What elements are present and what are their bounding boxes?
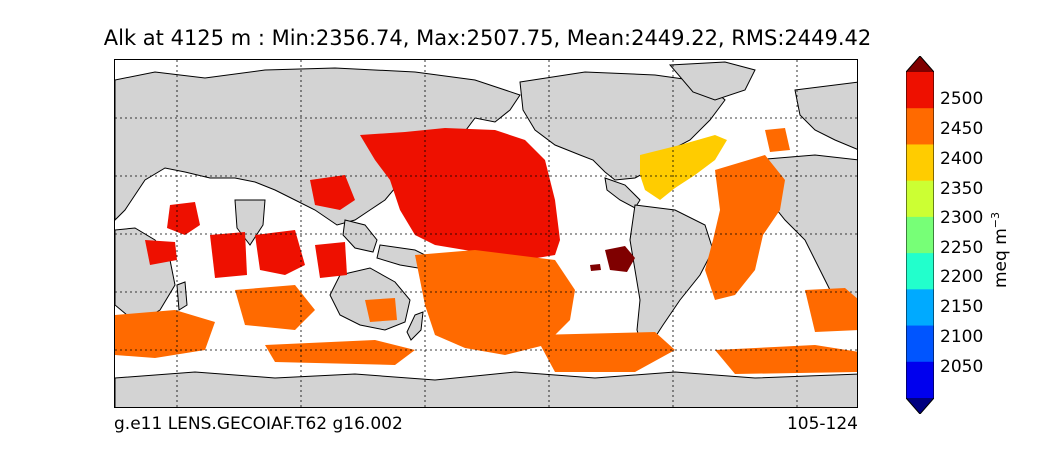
colorbar-tick: 2300	[940, 208, 984, 228]
years-label: 105-124	[786, 414, 858, 434]
colorbar-band	[906, 361, 934, 399]
colorbar-band	[906, 253, 934, 290]
colorbar-band	[906, 180, 934, 218]
colorbar-tick: 2050	[940, 357, 984, 377]
colorbar-tick: 2200	[940, 267, 984, 287]
colorbar-band	[906, 289, 934, 327]
colorbar-band	[906, 72, 934, 109]
colorbar-band	[906, 56, 934, 72]
colorbar-band	[906, 108, 934, 145]
colorbar-band	[906, 325, 934, 363]
map-gridlines	[115, 60, 857, 407]
colorbar-tick: 2250	[940, 238, 984, 258]
colorbar-tick: 2150	[940, 297, 984, 317]
plot-title: Alk at 4125 m : Min:2356.74, Max:2507.75…	[103, 26, 872, 50]
colorbar-band	[906, 216, 934, 254]
colorbar	[906, 56, 934, 414]
colorbar-tick: 2350	[940, 179, 984, 199]
colorbar-tick: 2100	[940, 327, 984, 347]
data-regions	[115, 128, 857, 374]
colorbar-tick: 2500	[940, 89, 984, 109]
colorbar-tick: 2450	[940, 119, 984, 139]
colorbar-band	[906, 398, 934, 414]
world-map	[114, 59, 858, 408]
colorbar-band	[906, 144, 934, 182]
colorbar-tick: 2400	[940, 149, 984, 169]
case-label: g.e11 LENS.GECOIAF.T62 g16.002	[114, 414, 403, 434]
colorbar-unit-label: meq m−3	[989, 212, 1011, 288]
